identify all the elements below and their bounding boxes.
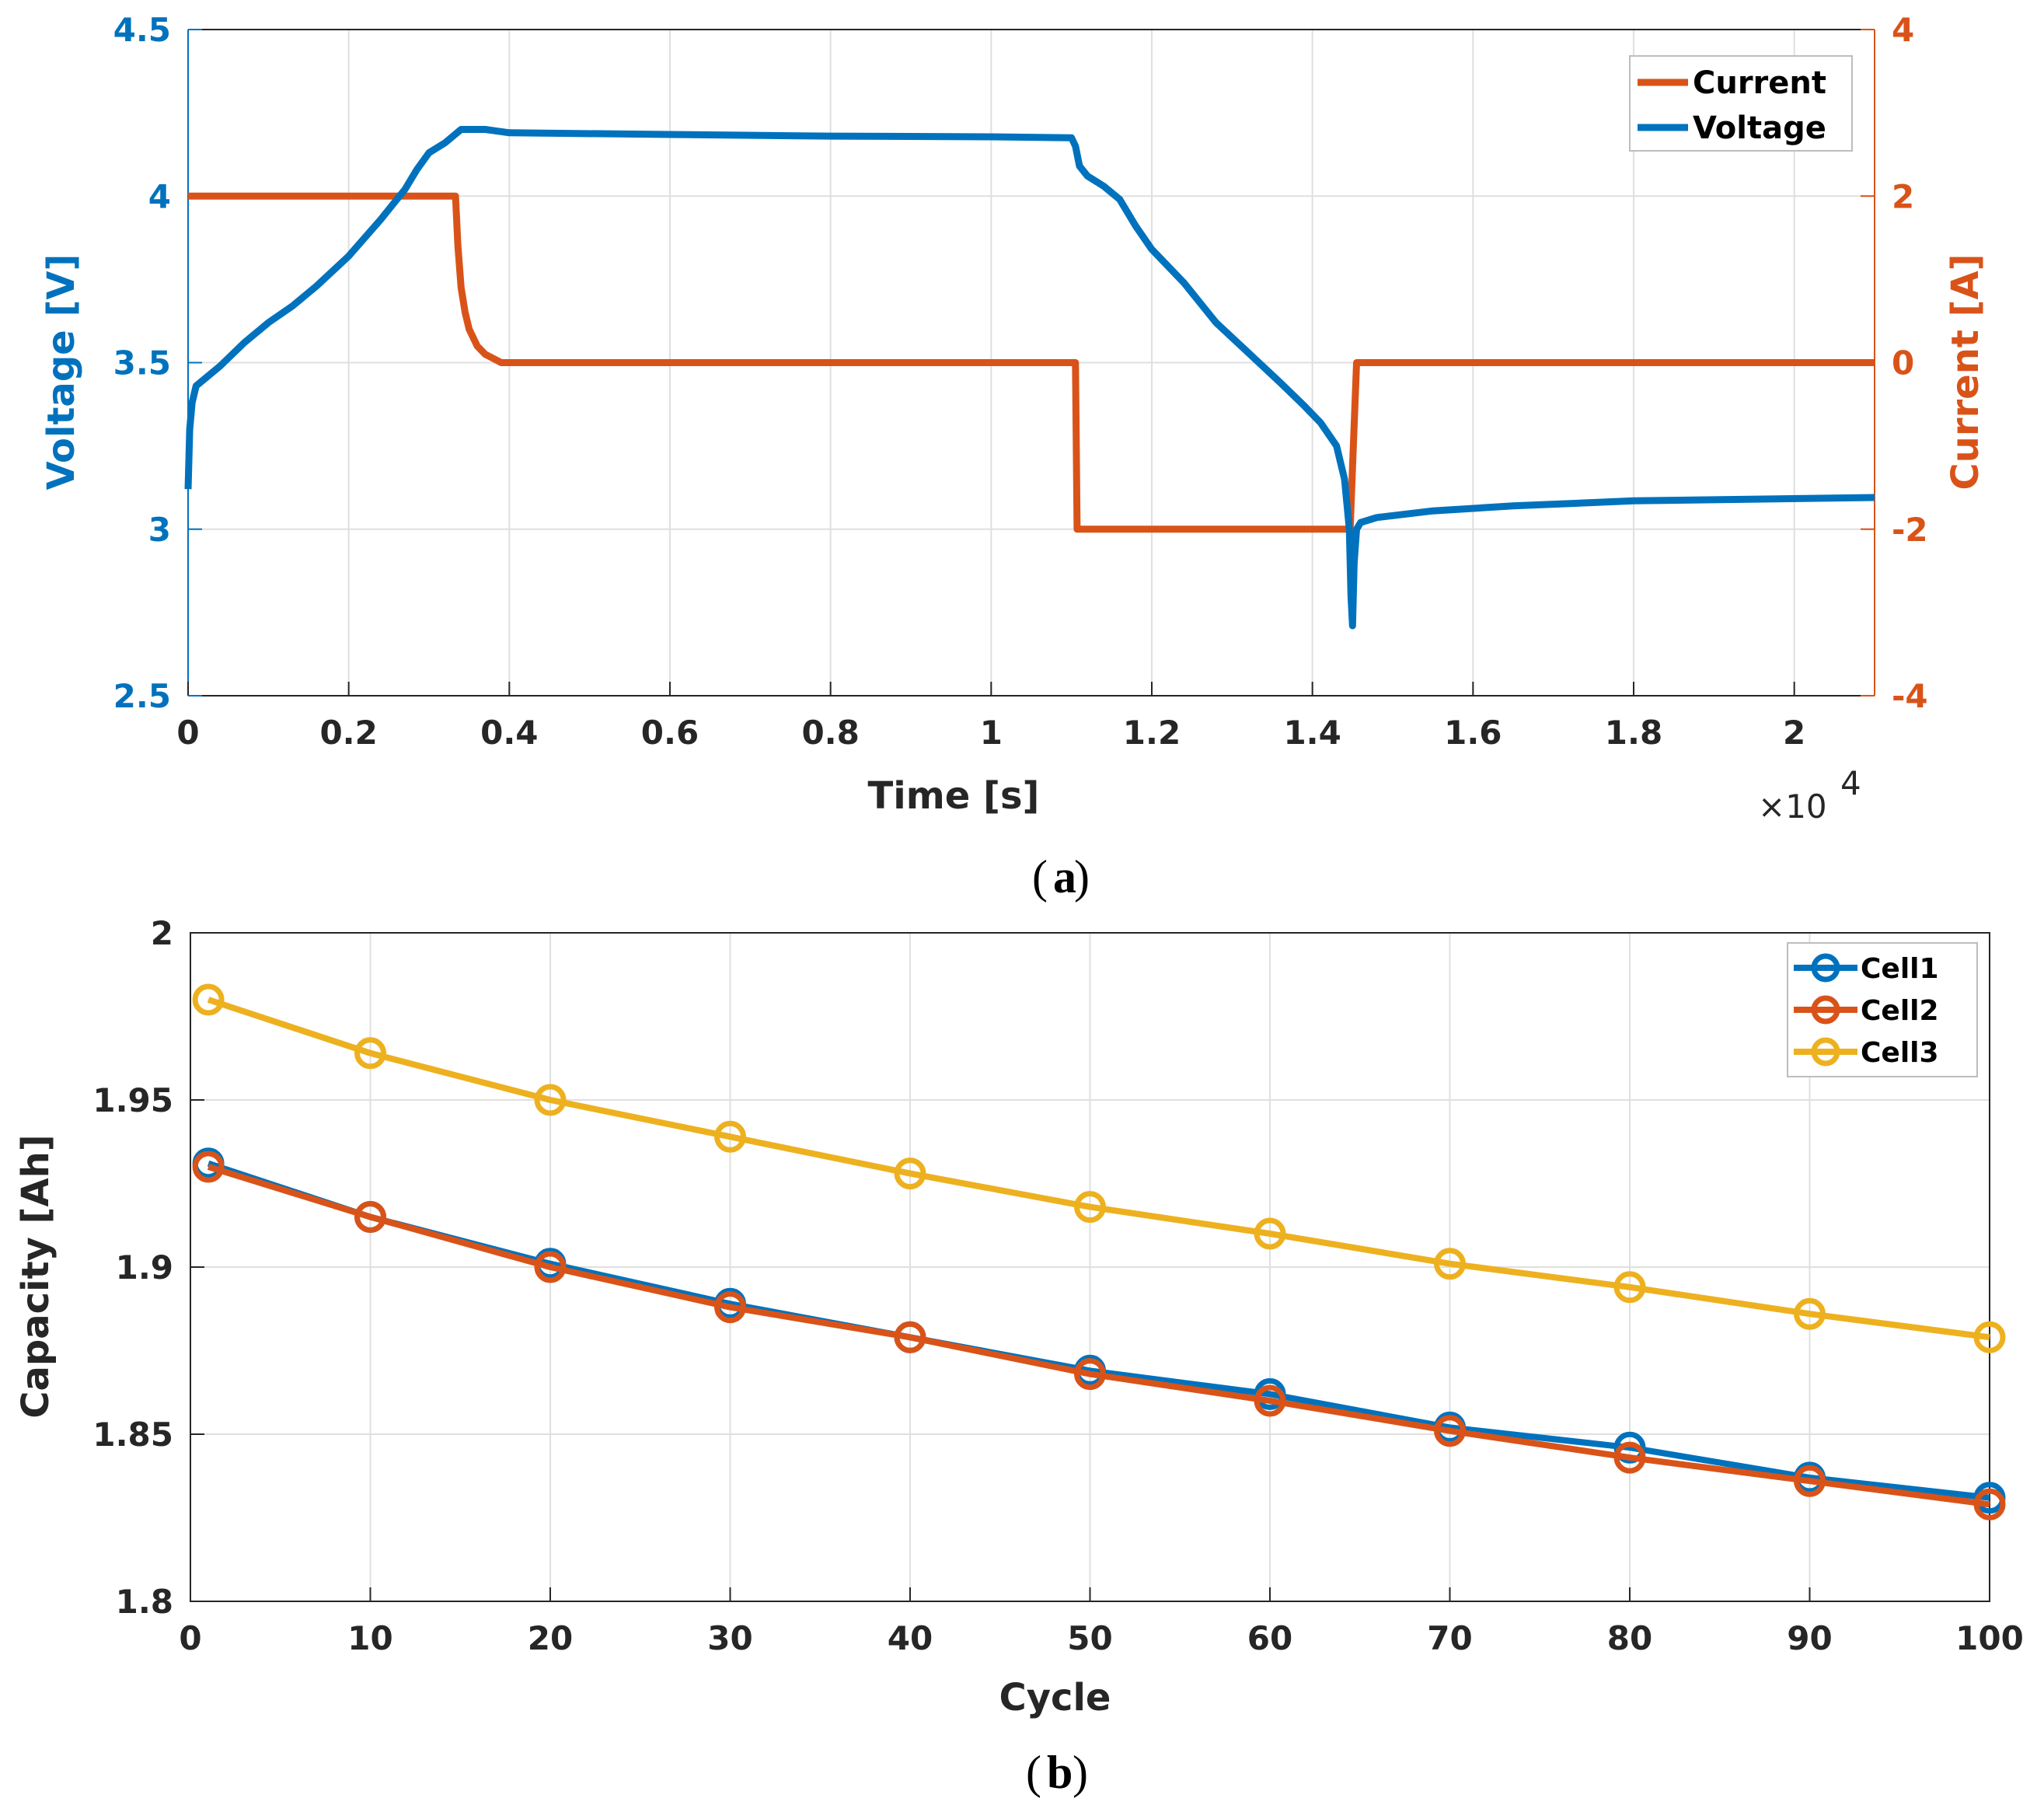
legend-b: Cell1 Cell2 Cell3 <box>1787 942 1978 1077</box>
y-tick-label-right: 4 <box>1892 11 1914 49</box>
legend-label-cell2: Cell2 <box>1861 995 1939 1027</box>
legend-marker-cell3 <box>1811 1037 1840 1067</box>
x-tick-label: 60 <box>1247 1619 1292 1657</box>
legend-marker-cell2 <box>1811 995 1840 1025</box>
y-tick-label-right: 0 <box>1892 344 1914 382</box>
data-point-cell2 <box>354 1201 386 1233</box>
x-exponent-power: 4 <box>1840 764 1861 802</box>
y-tick-label-left: 4 <box>148 177 171 215</box>
panel-label-a: a <box>1053 851 1076 903</box>
legend-a: Current Voltage <box>1629 55 1853 152</box>
x-tick-label: 0 <box>176 714 199 752</box>
data-point-cell3 <box>714 1120 746 1153</box>
x-axis-label: Cycle <box>999 1676 1111 1719</box>
x-tick-label: 0 <box>179 1619 201 1657</box>
panel-label-b-close: ) <box>1073 1747 1088 1798</box>
panel-label-a-open: ( <box>1032 851 1048 903</box>
x-tick-label: 30 <box>707 1619 752 1657</box>
x-tick-label: 40 <box>888 1619 933 1657</box>
data-point-cell3 <box>534 1084 567 1116</box>
panel-label-b: b <box>1047 1747 1073 1798</box>
x-tick-label: 0.2 <box>319 714 377 752</box>
data-point-cell2 <box>1613 1441 1646 1474</box>
y-tick-label: 2 <box>151 914 173 952</box>
legend-label-voltage: Voltage <box>1693 110 1826 146</box>
y-tick-label-left: 2.5 <box>113 677 171 715</box>
y-axis-label: Capacity [Ah] <box>14 1134 58 1418</box>
data-point-cell2 <box>1973 1488 2006 1520</box>
x-tick-label: 0.8 <box>801 714 859 752</box>
data-point-cell3 <box>192 983 225 1016</box>
panel-label-b-open: ( <box>1026 1747 1041 1798</box>
x-tick-label: 1.4 <box>1283 714 1341 752</box>
x-tick-label: 70 <box>1427 1619 1472 1657</box>
x-tick-label: 1.6 <box>1444 714 1502 752</box>
panel-a-chart: 0 0.2 0.4 0.6 0.8 1 1.2 1.4 1.6 1.8 2 2.5 3 3.5 4 4.5 -4… <box>40 11 1987 903</box>
y-tick-label: 1.95 <box>92 1081 173 1119</box>
x-tick-label: 0.6 <box>641 714 699 752</box>
series-line-cell2 <box>207 1164 1990 1508</box>
data-point-cell3 <box>1254 1217 1286 1250</box>
data-point-cell3 <box>1613 1271 1646 1304</box>
y-tick-label: 1.8 <box>116 1583 173 1621</box>
legend-a-box <box>1629 55 1853 152</box>
y-tick-label: 1.85 <box>92 1416 173 1454</box>
legend-label-cell1: Cell1 <box>1861 953 1939 985</box>
y-axis-label-left: Voltage [V] <box>40 254 83 491</box>
x-tick-label: 80 <box>1607 1619 1652 1657</box>
x-tick-label: 1.2 <box>1123 714 1181 752</box>
x-tick-label: 50 <box>1067 1619 1112 1657</box>
data-point-cell2 <box>534 1251 567 1283</box>
legend-marker-cell1 <box>1811 953 1840 983</box>
y-tick-label-right: -2 <box>1892 511 1928 549</box>
y-tick-label-left: 3 <box>148 511 171 549</box>
series-line-voltage <box>184 126 1875 630</box>
x-tick-label: 10 <box>347 1619 392 1657</box>
x-tick-label: 90 <box>1787 1619 1832 1657</box>
data-point-cell3 <box>1794 1297 1826 1330</box>
data-point-cell2 <box>894 1321 926 1353</box>
x-tick-label: 2 <box>1783 714 1805 752</box>
legend-label-cell3: Cell3 <box>1861 1037 1939 1069</box>
x-axis-label: Time [s] <box>868 774 1040 818</box>
panel-label-a-close: ) <box>1074 851 1090 903</box>
data-point-cell2 <box>192 1150 225 1183</box>
x-tick-label: 1 <box>980 714 1003 752</box>
x-exponent-label: ×10 4 <box>1758 764 1861 826</box>
panel-b-chart: 0 10 20 30 40 50 60 70 80 90 100 1.8 1.85 1.9 1.95 2 Cyc… <box>14 914 2024 1798</box>
data-point-cell2 <box>714 1291 746 1324</box>
data-point-cell2 <box>1074 1358 1106 1391</box>
data-point-cell3 <box>1434 1248 1466 1280</box>
x-exponent-base: ×10 <box>1758 787 1827 826</box>
y-tick-label-right: -4 <box>1892 677 1928 715</box>
series-line-current <box>188 192 1875 533</box>
data-point-cell2 <box>1254 1384 1286 1417</box>
y-tick-label-left: 4.5 <box>113 11 171 49</box>
data-point-cell3 <box>1074 1191 1106 1224</box>
y-tick-label-left: 3.5 <box>113 344 171 382</box>
legend-label-current: Current <box>1693 65 1826 101</box>
data-point-cell3 <box>354 1037 386 1070</box>
data-point-cell3 <box>1973 1321 2006 1353</box>
x-tick-label: 100 <box>1955 1619 2024 1657</box>
x-tick-label: 0.4 <box>480 714 538 752</box>
y-tick-label-right: 2 <box>1892 177 1914 215</box>
x-tick-label: 20 <box>528 1619 573 1657</box>
y-tick-label: 1.9 <box>116 1248 173 1287</box>
series-line-cell3 <box>207 997 1990 1341</box>
data-point-cell2 <box>1434 1415 1466 1447</box>
x-tick-label: 1.8 <box>1605 714 1662 752</box>
data-point-cell3 <box>894 1157 926 1190</box>
y-axis-label-right: Current [A] <box>1944 253 1987 490</box>
data-point-cell1 <box>1613 1431 1646 1464</box>
data-point-cell2 <box>1794 1465 1826 1497</box>
